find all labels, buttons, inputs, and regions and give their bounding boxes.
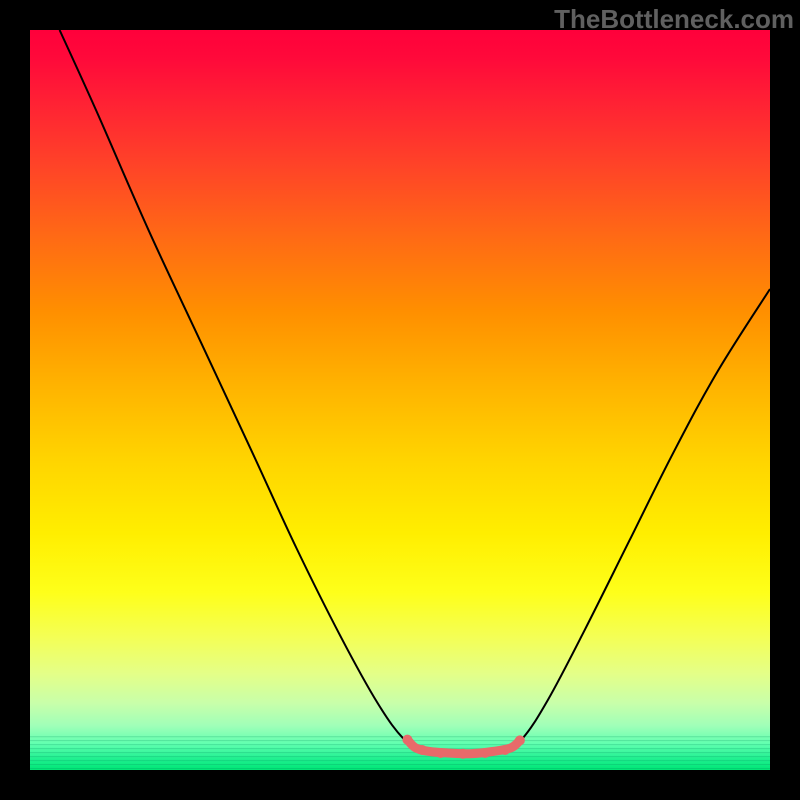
heat-gradient-background [30, 30, 770, 770]
plot-area [30, 30, 770, 770]
watermark-text: TheBottleneck.com [554, 4, 794, 35]
chart-canvas: TheBottleneck.com [0, 0, 800, 800]
bottleneck-chart-svg [0, 0, 800, 800]
